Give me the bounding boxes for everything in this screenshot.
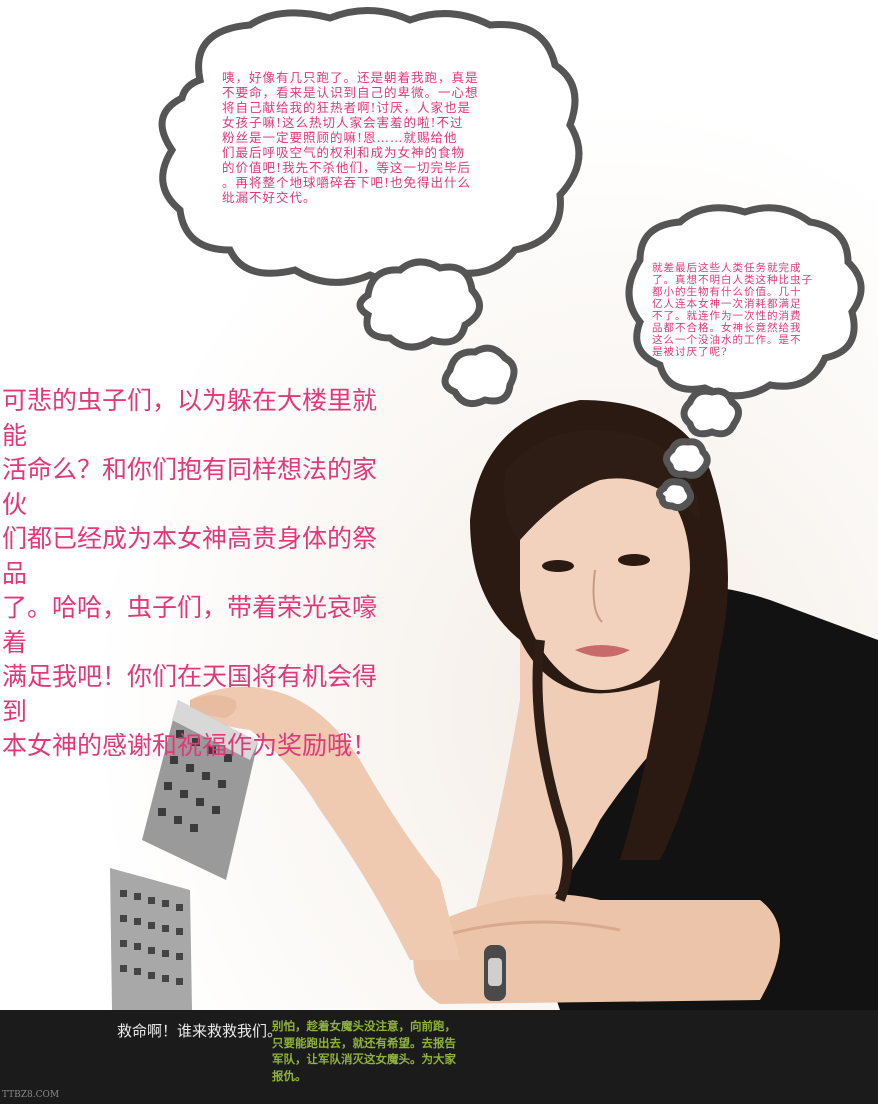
large-bubble-text: 咦，好像有几只跑了。还是朝着我跑，真是 不要命，看来是认识到自己的卑微。一心想 … — [222, 70, 479, 205]
watermark: TTBZ8.COM — [2, 1090, 60, 1100]
cry-for-help-text: 救命啊！谁来救救我们。 — [117, 1022, 283, 1040]
taunt-caption: 可悲的虫子们，以为躲在大楼里就能 活命么？和你们抱有同样想法的家伙 们都已经成为… — [2, 386, 378, 760]
small-bubble-text: 就差最后这些人类任务就完成 了。真想不明白人类这种比虫子 都小的生物有什么价值。… — [652, 262, 813, 359]
small-thought-bubble — [625, 204, 865, 400]
ground-building — [110, 868, 192, 1010]
held-building — [142, 700, 258, 880]
advice-text: 别怕，趁着女魔头没注意，向前跑， 只要能跑出去，就还有希望。去报告 军队，让军队… — [272, 1019, 456, 1084]
large-thought-bubble — [158, 7, 583, 286]
ground — [0, 1010, 878, 1104]
